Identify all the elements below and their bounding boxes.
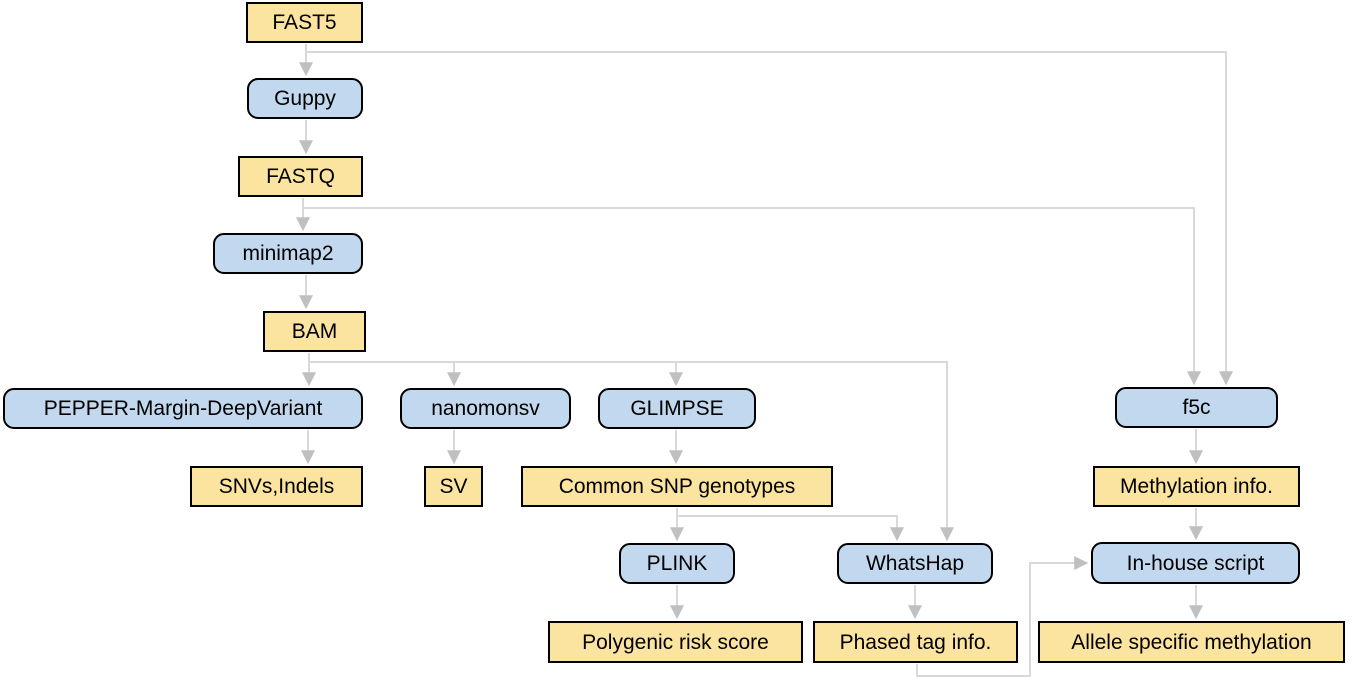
node-fast5: FAST5 [246,2,363,43]
node-polygenic-risk-score: Polygenic risk score [548,621,803,663]
node-plink: PLINK [619,543,735,584]
edge-common-whatshap [677,515,904,542]
edge-fast5-f5c [306,51,1233,386]
node-f5c: f5c [1115,387,1278,428]
node-bam: BAM [263,311,366,352]
node-pepper-margin-deepvariant: PEPPER-Margin-DeepVariant [3,388,363,429]
edge-phased-inhouse [916,556,1089,677]
node-methylation-info: Methylation info. [1093,466,1300,507]
node-sv: SV [424,466,483,507]
node-snvs-indels: SNVs,Indels [190,466,363,507]
node-glimpse: GLIMPSE [598,388,756,429]
node-phased-tag-info: Phased tag info. [813,621,1018,663]
node-whatshap: WhatsHap [837,543,993,584]
edge-fastq-f5c [303,207,1201,386]
edge-bam-whatshap [309,361,954,542]
node-in-house-script: In-house script [1091,542,1300,584]
node-common-snp-genotypes: Common SNP genotypes [521,466,833,507]
node-guppy: Guppy [247,78,363,119]
node-minimap2: minimap2 [213,233,363,274]
node-nanomonsv: nanomonsv [400,388,571,429]
node-allele-specific-methylation: Allele specific methylation [1038,621,1345,663]
node-fastq: FASTQ [238,156,363,197]
